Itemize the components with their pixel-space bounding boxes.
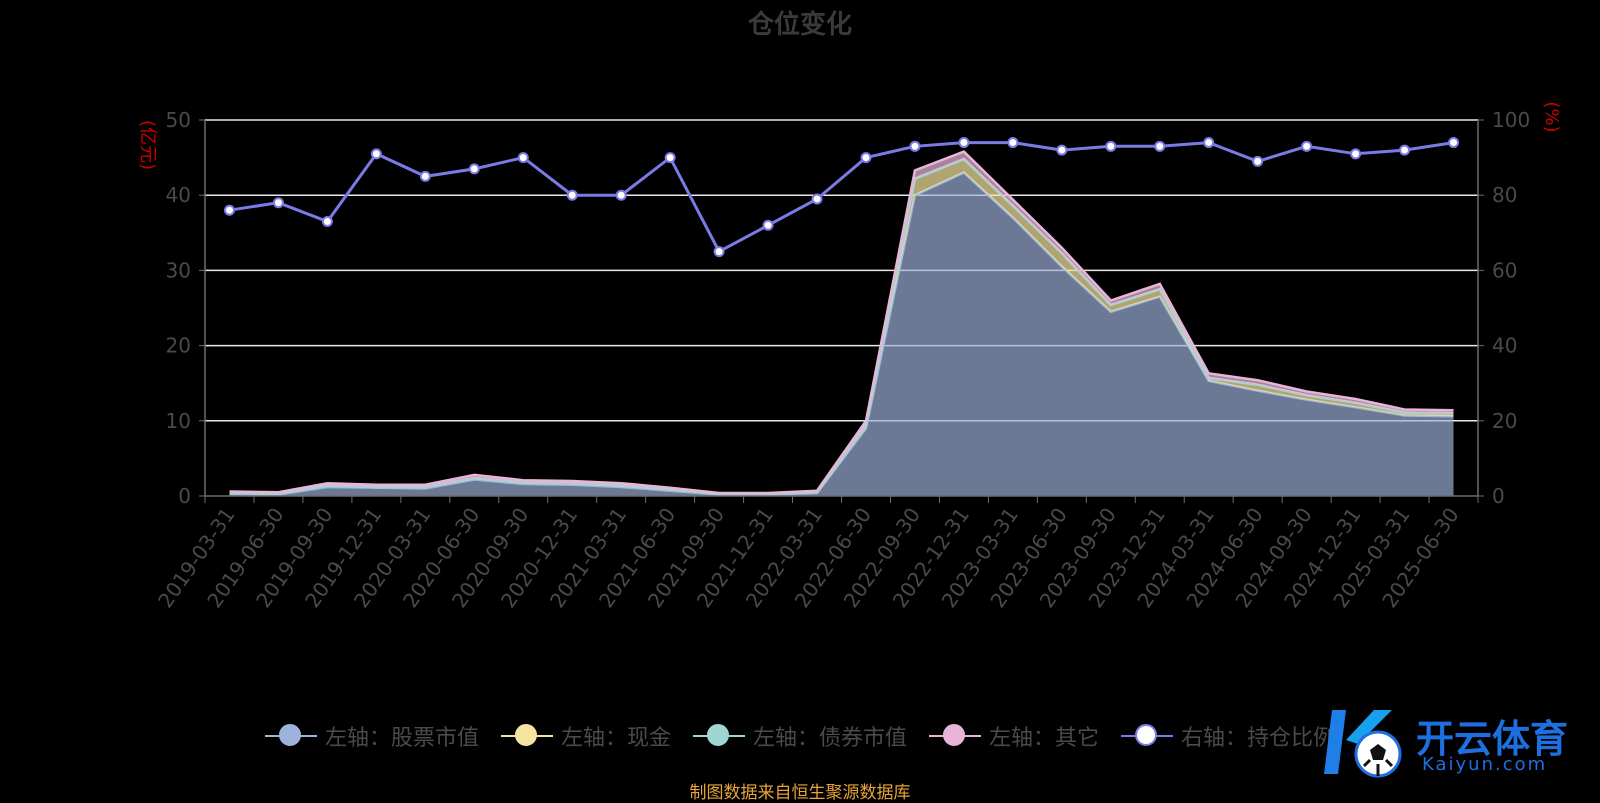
ratio-point bbox=[860, 152, 872, 164]
legend-item[interactable]: 左轴：股票市值 bbox=[264, 720, 479, 752]
ratio-point bbox=[272, 197, 284, 209]
data-source-note: 制图数据来自恒生聚源数据库 bbox=[689, 783, 911, 803]
right-tick-label: 80 bbox=[1492, 183, 1517, 207]
ratio-point bbox=[1350, 148, 1362, 160]
chart-legend: 左轴：股票市值 左轴：现金 左轴：债券市值 左轴：其它 右轴：持仓比例 bbox=[0, 716, 1600, 756]
ratio-point bbox=[1007, 137, 1019, 149]
legend-item[interactable]: 左轴：债券市值 bbox=[692, 720, 907, 752]
ratio-point bbox=[1105, 140, 1117, 152]
right-tick-label: 60 bbox=[1492, 258, 1517, 282]
circle-icon bbox=[264, 724, 317, 748]
legend-item[interactable]: 右轴：持仓比例 bbox=[1121, 720, 1335, 752]
ratio-point bbox=[370, 148, 382, 160]
ratio-line bbox=[229, 141, 1454, 254]
right-tick-label: 100 bbox=[1492, 108, 1530, 132]
watermark-domain: Kaiyun.com bbox=[1422, 754, 1548, 775]
ratio-point bbox=[1399, 144, 1411, 156]
right-tick-label: 20 bbox=[1492, 409, 1517, 433]
watermark: 开云体育 Kaiyun.com bbox=[1312, 700, 1592, 784]
axes: 010203040500204060801002019-03-312019-06… bbox=[153, 108, 1530, 612]
chart-title: 仓位变化 bbox=[747, 9, 852, 40]
circle-icon bbox=[929, 724, 981, 748]
ratio-point bbox=[762, 219, 774, 231]
ratio-point bbox=[1252, 155, 1264, 167]
ratio-point bbox=[909, 140, 921, 152]
ratio-point bbox=[958, 137, 970, 149]
ratio-point bbox=[517, 152, 529, 164]
right-axis-unit: (%) bbox=[1541, 101, 1562, 132]
left-axis-unit: (亿元) bbox=[137, 120, 158, 170]
grid-lines bbox=[205, 119, 1478, 422]
ratio-point bbox=[223, 204, 235, 216]
left-tick-label: 30 bbox=[166, 258, 191, 282]
watermark-name: 开云体育 bbox=[1416, 717, 1569, 761]
ratio-point bbox=[1448, 137, 1460, 149]
ratio-point bbox=[419, 170, 431, 182]
stacked-areas bbox=[229, 150, 1454, 496]
ratio-point bbox=[321, 216, 333, 228]
ratio-point bbox=[1056, 144, 1068, 156]
legend-label: 左轴：其它 bbox=[989, 726, 1100, 751]
left-tick-label: 20 bbox=[166, 334, 191, 358]
circle-icon bbox=[692, 724, 745, 748]
circle-icon bbox=[1121, 724, 1174, 748]
legend-label: 左轴：股票市值 bbox=[324, 726, 479, 751]
legend-label: 左轴：债券市值 bbox=[752, 726, 907, 751]
ratio-point bbox=[713, 246, 725, 258]
ratio-point bbox=[615, 189, 627, 201]
ratio-point bbox=[1301, 140, 1313, 152]
soccer-ball-icon bbox=[1324, 710, 1402, 778]
ratio-point bbox=[811, 193, 823, 205]
left-tick-label: 50 bbox=[166, 108, 191, 132]
legend-label: 右轴：持仓比例 bbox=[1181, 726, 1336, 751]
ratio-point bbox=[1203, 137, 1215, 149]
ratio-line-layer bbox=[223, 137, 1460, 258]
circle-icon bbox=[500, 724, 553, 748]
area-0 bbox=[229, 172, 1454, 496]
left-tick-label: 0 bbox=[178, 484, 191, 508]
ratio-point bbox=[468, 163, 480, 175]
legend-item[interactable]: 左轴：其它 bbox=[929, 720, 1099, 752]
left-tick-label: 10 bbox=[166, 409, 191, 433]
ratio-point bbox=[566, 189, 578, 201]
legend-item[interactable]: 左轴：现金 bbox=[500, 720, 671, 752]
ratio-point bbox=[1154, 140, 1166, 152]
right-tick-label: 40 bbox=[1492, 334, 1517, 358]
ratio-point bbox=[664, 152, 676, 164]
legend-label: 左轴：现金 bbox=[560, 726, 671, 751]
area-edge-3 bbox=[229, 150, 1454, 495]
left-tick-label: 40 bbox=[166, 183, 191, 207]
right-tick-label: 0 bbox=[1492, 484, 1505, 508]
